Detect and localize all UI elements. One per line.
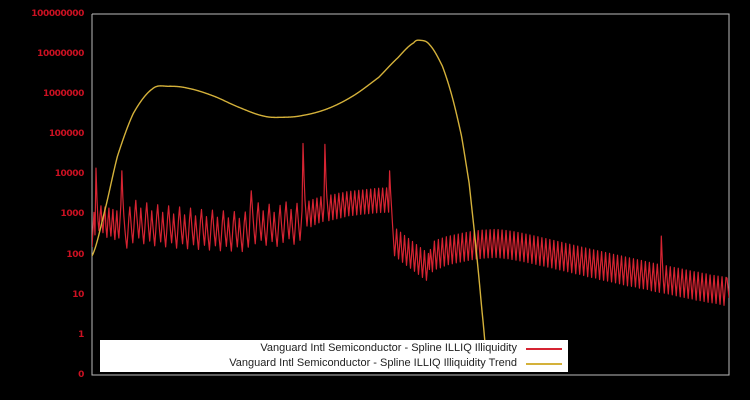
legend-entry-illiquidity-trend: Vanguard Intl Semiconductor - Spline ILL… [100, 356, 568, 371]
legend-label-illiquidity: Vanguard Intl Semiconductor - Spline ILL… [260, 342, 517, 354]
ytick-label-1000000: 1000000 [42, 89, 84, 99]
legend-swatch-illiquidity [526, 347, 562, 350]
ytick-label-1000: 1000 [60, 209, 85, 219]
ytick-label-10: 10 [72, 290, 84, 300]
ytick-label-100000: 100000 [48, 129, 85, 139]
ytick-label-0: 0 [78, 370, 84, 380]
chart-legend: Vanguard Intl Semiconductor - Spline ILL… [100, 340, 568, 372]
ytick-label-100: 100 [66, 250, 84, 260]
legend-label-illiquidity-trend: Vanguard Intl Semiconductor - Spline ILL… [229, 357, 517, 369]
ytick-label-10000: 10000 [54, 169, 85, 179]
series-line-illiquidity-trend [92, 39, 488, 359]
ytick-label-10000000: 10000000 [37, 49, 84, 59]
ytick-label-100000000: 100000000 [31, 9, 84, 19]
ytick-label-1: 1 [78, 330, 84, 340]
legend-swatch-illiquidity-trend [526, 362, 562, 365]
legend-entry-illiquidity: Vanguard Intl Semiconductor - Spline ILL… [100, 341, 568, 356]
series-line-illiquidity [92, 142, 729, 306]
series-layer [92, 39, 729, 359]
plot-axis-frame [91, 13, 730, 376]
